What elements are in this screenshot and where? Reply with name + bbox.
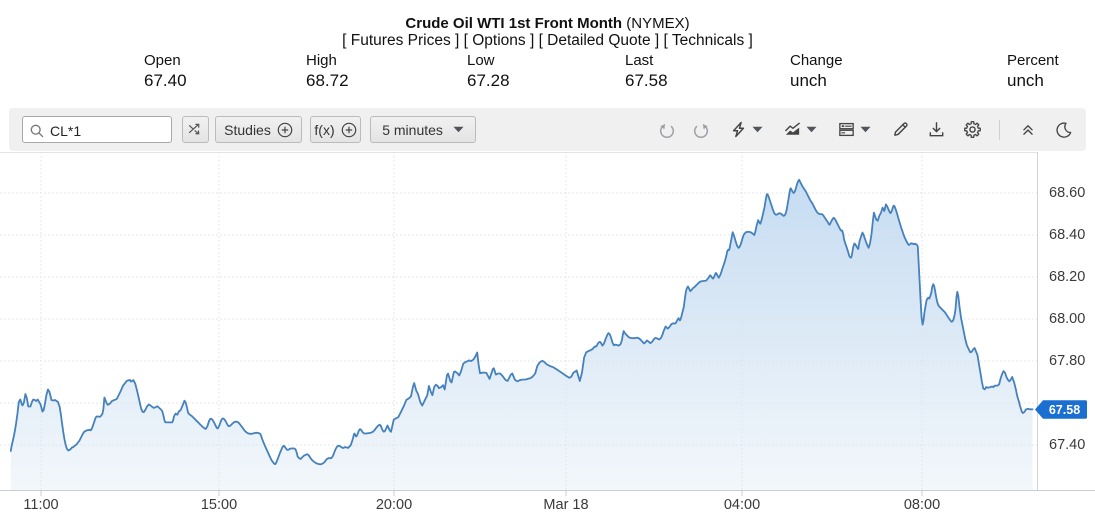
- svg-text:67.58: 67.58: [1049, 403, 1080, 417]
